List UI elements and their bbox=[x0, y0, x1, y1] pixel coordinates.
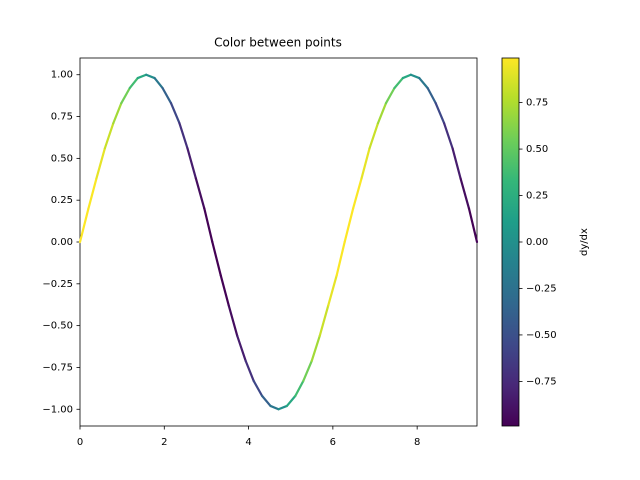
line-segment bbox=[252, 379, 264, 397]
line-segment bbox=[285, 394, 297, 408]
line-segment bbox=[112, 102, 123, 125]
y-tick-label: 0.50 bbox=[51, 153, 73, 164]
x-tick-label: 8 bbox=[414, 437, 420, 448]
line-segment bbox=[310, 334, 321, 362]
line-segment bbox=[211, 240, 222, 277]
plot-frame bbox=[79, 57, 478, 427]
line-segment bbox=[78, 207, 90, 244]
line-segment bbox=[343, 207, 355, 244]
x-tick-label: 2 bbox=[161, 437, 167, 448]
colorbar bbox=[501, 57, 520, 427]
line-segment bbox=[401, 73, 412, 80]
y-tick-label: 0.25 bbox=[51, 195, 73, 206]
line-segment bbox=[376, 102, 388, 125]
line-segment bbox=[244, 359, 255, 382]
line-segment bbox=[169, 102, 181, 125]
y-tick-label: −0.25 bbox=[42, 279, 73, 290]
y-tick-label: −0.50 bbox=[42, 321, 73, 332]
line-segment bbox=[467, 207, 479, 244]
line-segment bbox=[178, 122, 189, 150]
colorbar-tick-label: 0.25 bbox=[526, 191, 548, 202]
line-segment bbox=[153, 76, 164, 90]
colorbar-tick-label: 0.00 bbox=[526, 237, 548, 248]
line-segment bbox=[269, 404, 280, 411]
y-tick-label: −1.00 bbox=[42, 404, 73, 415]
line-segment bbox=[418, 76, 429, 90]
line-segment bbox=[136, 73, 148, 80]
line-segment bbox=[227, 304, 239, 337]
line-segment bbox=[434, 102, 446, 125]
line-segment bbox=[277, 404, 289, 411]
line-segment bbox=[203, 207, 214, 244]
y-tick-label: 0.00 bbox=[51, 237, 73, 248]
x-tick-label: 6 bbox=[330, 437, 336, 448]
line-segment bbox=[459, 177, 471, 210]
line-segment bbox=[360, 147, 371, 180]
line-segment bbox=[186, 147, 197, 180]
line-segment bbox=[443, 122, 454, 150]
line-segment bbox=[384, 87, 396, 105]
line-segment bbox=[103, 122, 115, 150]
x-tick-label: 4 bbox=[245, 437, 251, 448]
line-segment bbox=[260, 394, 272, 408]
line-segment bbox=[128, 76, 139, 90]
line-segment bbox=[409, 73, 421, 80]
line-segment bbox=[426, 87, 437, 105]
line-segment bbox=[393, 76, 404, 90]
colorbar-tick-label: −0.25 bbox=[526, 283, 557, 294]
line-segment bbox=[120, 87, 131, 105]
line-segment bbox=[161, 87, 173, 105]
line-series bbox=[78, 73, 479, 411]
x-tick-label: 0 bbox=[77, 437, 83, 448]
line-segment bbox=[194, 177, 206, 210]
line-segment bbox=[95, 147, 106, 180]
line-segment bbox=[368, 122, 380, 150]
line-segment bbox=[451, 147, 462, 180]
y-tick-label: 1.00 bbox=[51, 70, 73, 81]
y-tick-label: 0.75 bbox=[51, 112, 73, 123]
line-segment bbox=[302, 359, 313, 382]
y-tick-label: −0.75 bbox=[42, 362, 73, 373]
line-segment bbox=[327, 274, 338, 307]
line-segment bbox=[145, 73, 156, 80]
line-segment bbox=[236, 334, 247, 362]
line-segment bbox=[294, 379, 305, 397]
colorbar-label: dy/dx bbox=[579, 228, 590, 256]
chart-title: Color between points bbox=[214, 36, 342, 50]
colorbar-tick-label: −0.50 bbox=[526, 330, 557, 341]
line-segment bbox=[219, 274, 230, 307]
colorbar-tick-label: 0.75 bbox=[526, 98, 548, 109]
line-segment bbox=[87, 177, 98, 210]
line-segment bbox=[335, 240, 346, 277]
colorbar-tick-label: −0.75 bbox=[526, 376, 557, 387]
line-segment bbox=[318, 304, 330, 337]
line-segment bbox=[351, 177, 363, 210]
colorbar-tick-label: 0.50 bbox=[526, 144, 548, 155]
